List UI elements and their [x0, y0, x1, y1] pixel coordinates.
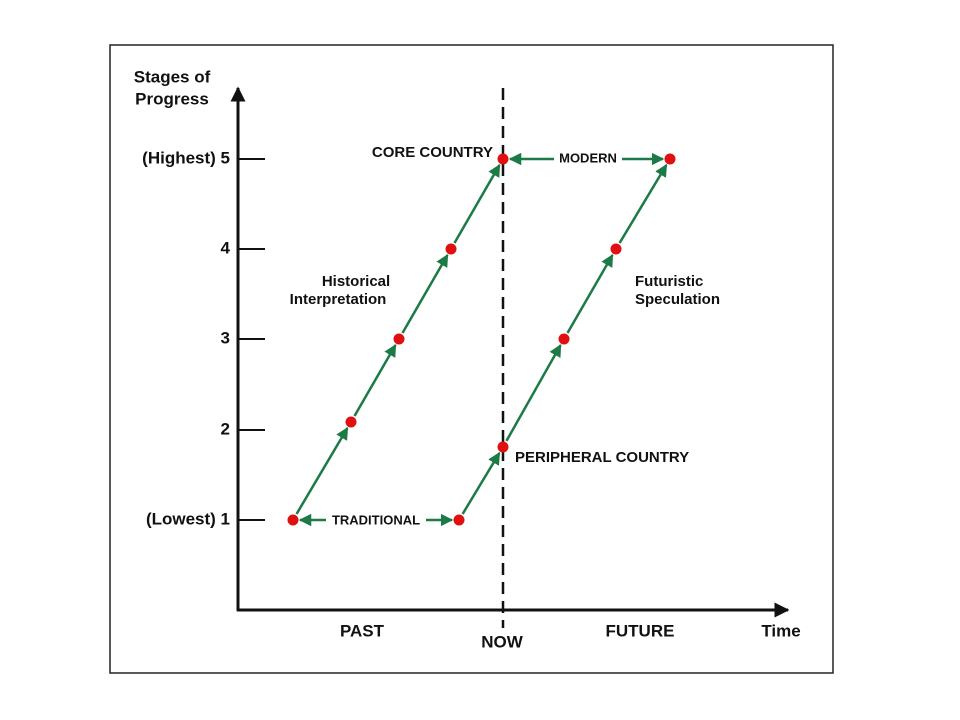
- annotation: Futuristic: [635, 273, 703, 290]
- stage-point: [664, 153, 676, 165]
- x-label: FUTURE: [606, 621, 675, 640]
- arrow: [295, 426, 349, 515]
- y-tick-label: 4: [221, 238, 231, 257]
- y-axis-title: Stages of: [134, 67, 211, 86]
- stage-point: [558, 333, 570, 345]
- arrow: [618, 163, 668, 244]
- stage-point: [345, 416, 357, 428]
- annotation: Historical: [322, 273, 390, 290]
- arrow: [453, 163, 501, 244]
- x-label: NOW: [481, 632, 524, 651]
- stage-point: [453, 514, 465, 526]
- annotation: Interpretation: [290, 291, 387, 308]
- stage-point: [287, 514, 299, 526]
- annotation: TRADITIONAL: [332, 512, 420, 527]
- y-tick-label: 2: [221, 419, 230, 438]
- arrow: [505, 344, 562, 442]
- y-axis-title: Progress: [135, 89, 209, 108]
- annotation: PERIPHERAL COUNTRY: [515, 449, 689, 466]
- frame: [109, 44, 834, 674]
- label-bg: [554, 150, 622, 168]
- x-label: PAST: [340, 621, 385, 640]
- stage-point: [497, 441, 509, 453]
- arrow: [461, 451, 501, 515]
- arrow: [566, 253, 614, 334]
- x-axis-title: Time: [761, 621, 800, 640]
- y-tick-label: (Lowest) 1: [146, 509, 230, 528]
- arrow: [401, 253, 449, 334]
- annotation: Speculation: [635, 291, 720, 308]
- y-tick-label: 3: [221, 328, 230, 347]
- stage-point: [497, 153, 509, 165]
- stage-point: [445, 243, 457, 255]
- arrow: [353, 343, 397, 417]
- y-tick-label: (Highest) 5: [142, 148, 230, 167]
- stage-point: [393, 333, 405, 345]
- stage-point: [610, 243, 622, 255]
- annotation: CORE COUNTRY: [372, 144, 493, 161]
- annotation: MODERN: [559, 150, 617, 165]
- label-bg: [326, 511, 426, 529]
